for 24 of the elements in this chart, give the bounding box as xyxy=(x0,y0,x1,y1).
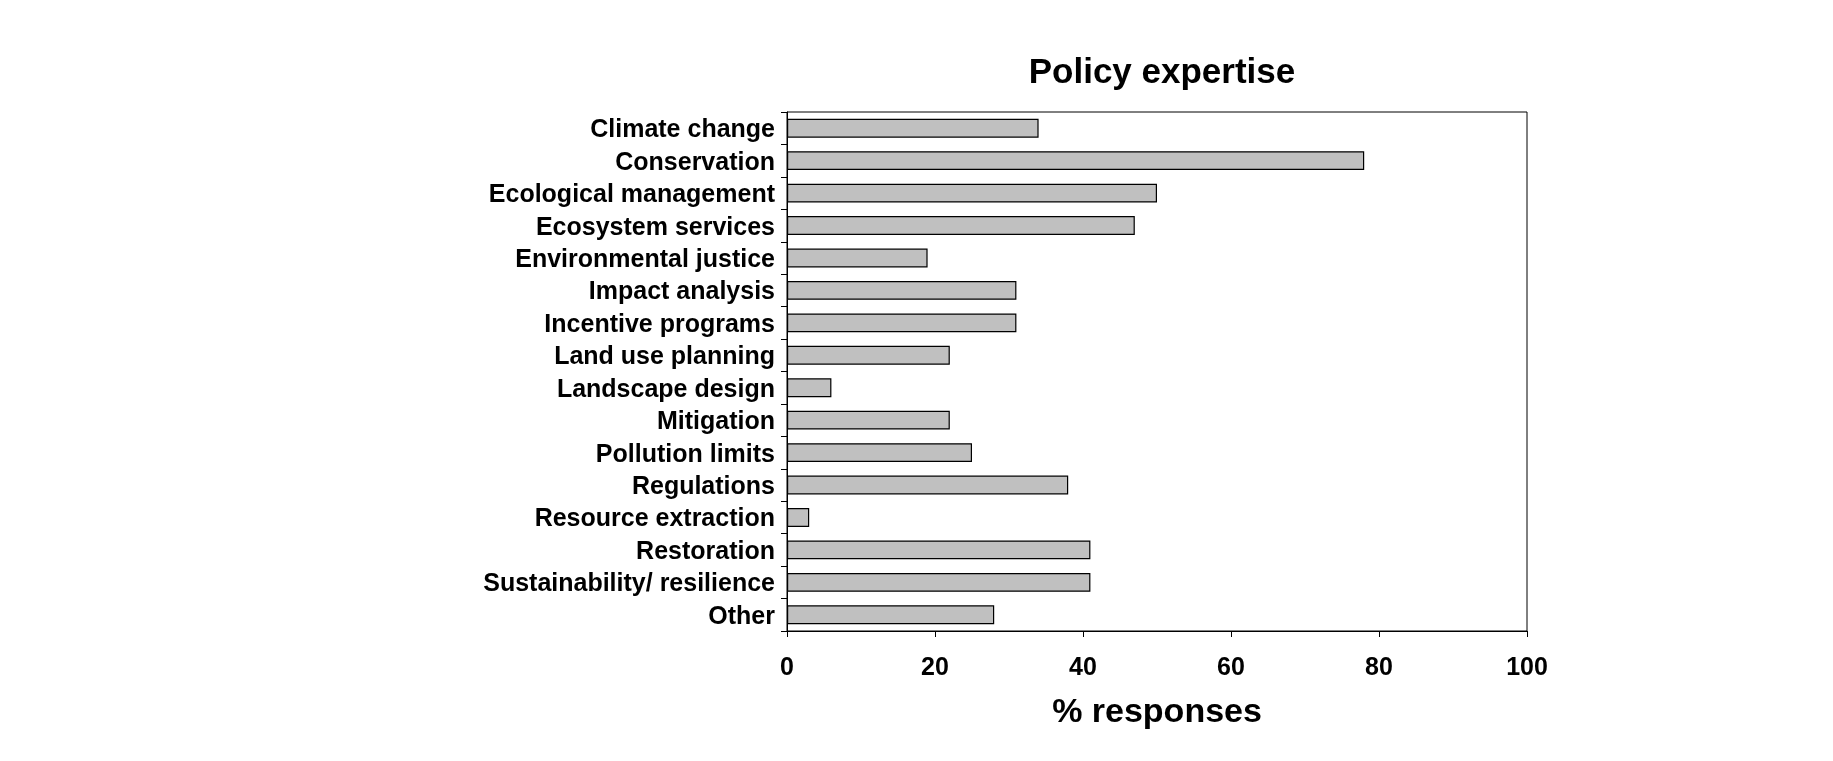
x-tick-label: 20 xyxy=(921,651,949,680)
y-tick-label: Resource extraction xyxy=(534,503,775,532)
y-tick-label: Other xyxy=(708,600,776,629)
x-tick-label: 40 xyxy=(1069,651,1097,680)
y-tick-label: Environmental justice xyxy=(515,243,776,272)
y-tick-label: Mitigation xyxy=(656,406,775,435)
x-tick-label: 100 xyxy=(1506,651,1548,680)
x-tick-label: 60 xyxy=(1217,651,1245,680)
x-tick-label: 80 xyxy=(1365,651,1393,680)
y-tick-label: Pollution limits xyxy=(595,438,775,467)
chart-title: Policy expertise xyxy=(1028,51,1296,90)
y-tick-label: Sustainability/ resilience xyxy=(483,568,776,597)
x-tick-label: 0 xyxy=(780,651,794,680)
y-tick-label: Landscape design xyxy=(556,373,775,402)
y-tick-label: Ecosystem services xyxy=(535,211,775,240)
y-tick-label: Incentive programs xyxy=(544,308,775,337)
y-tick-label: Climate change xyxy=(590,114,776,143)
y-tick-label: Land use planning xyxy=(554,341,775,370)
y-tick-label: Impact analysis xyxy=(588,276,775,305)
y-tick-label: Regulations xyxy=(631,471,775,500)
y-tick-label: Ecological management xyxy=(488,179,776,208)
x-axis-title: % responses xyxy=(1052,691,1262,729)
y-tick-label: Conservation xyxy=(615,146,775,175)
y-tick-label: Restoration xyxy=(636,535,775,564)
